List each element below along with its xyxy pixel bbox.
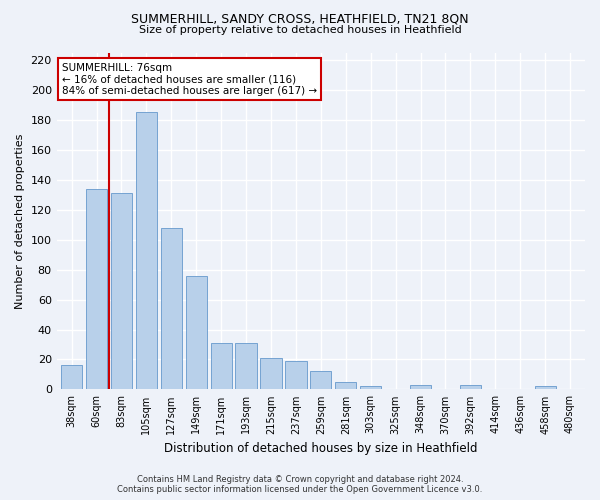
Bar	[310, 372, 331, 390]
Bar	[211, 343, 232, 390]
Bar	[61, 366, 82, 390]
Text: Contains HM Land Registry data © Crown copyright and database right 2024.
Contai: Contains HM Land Registry data © Crown c…	[118, 474, 482, 494]
Bar	[335, 382, 356, 390]
Text: SUMMERHILL: 76sqm
← 16% of detached houses are smaller (116)
84% of semi-detache: SUMMERHILL: 76sqm ← 16% of detached hous…	[62, 62, 317, 96]
X-axis label: Distribution of detached houses by size in Heathfield: Distribution of detached houses by size …	[164, 442, 478, 455]
Bar	[185, 276, 207, 390]
Bar	[286, 361, 307, 390]
Bar	[86, 189, 107, 390]
Bar	[136, 112, 157, 390]
Y-axis label: Number of detached properties: Number of detached properties	[15, 134, 25, 308]
Bar	[535, 386, 556, 390]
Bar	[460, 385, 481, 390]
Bar	[235, 343, 257, 390]
Text: SUMMERHILL, SANDY CROSS, HEATHFIELD, TN21 8QN: SUMMERHILL, SANDY CROSS, HEATHFIELD, TN2…	[131, 12, 469, 26]
Bar	[111, 194, 132, 390]
Bar	[161, 228, 182, 390]
Bar	[260, 358, 281, 390]
Bar	[360, 386, 381, 390]
Bar	[410, 385, 431, 390]
Text: Size of property relative to detached houses in Heathfield: Size of property relative to detached ho…	[139, 25, 461, 35]
